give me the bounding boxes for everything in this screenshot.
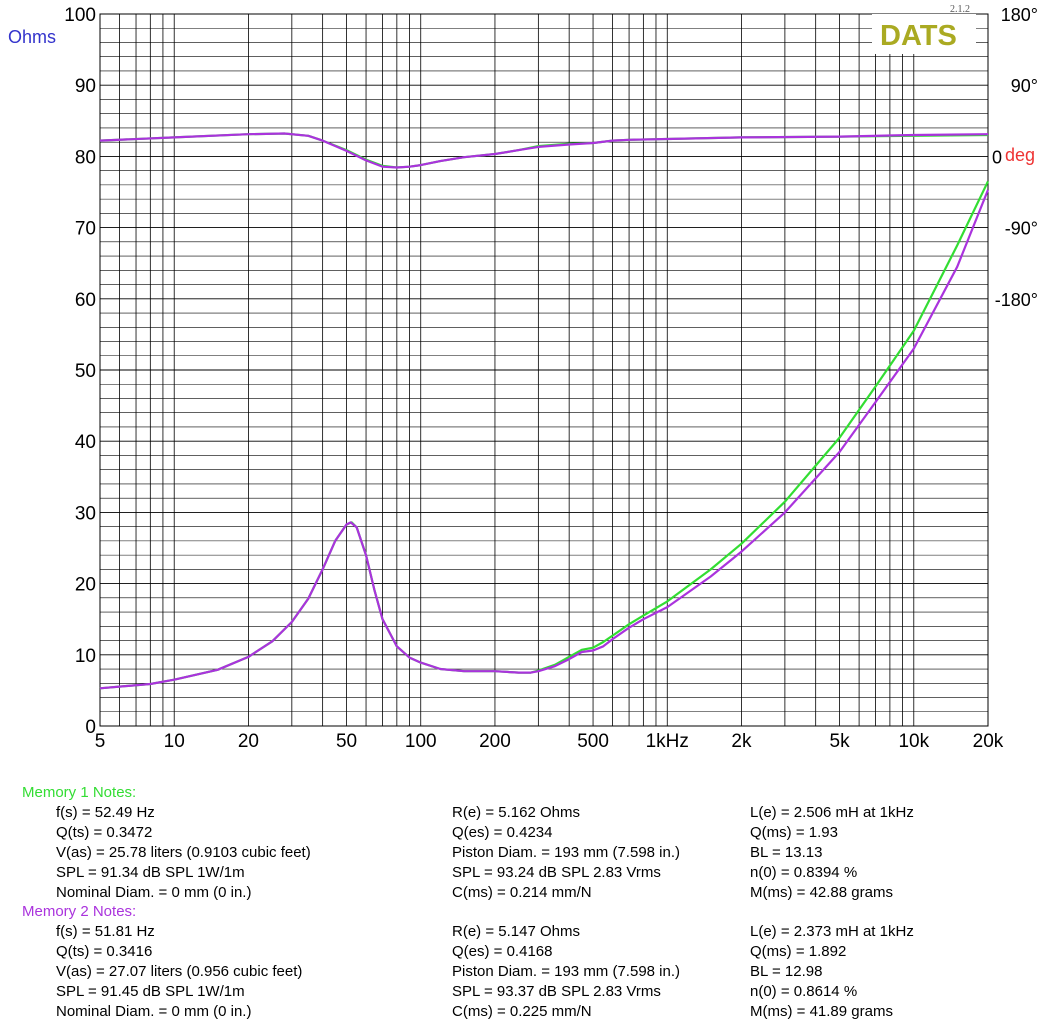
memory-1-phase-line — [99, 132, 989, 169]
notes-value: Piston Diam. = 193 mm (7.598 in.) — [452, 963, 681, 980]
notes-value: Nominal Diam. = 0 mm (0 in.) — [56, 1003, 252, 1020]
y-tick-label: 30 — [75, 503, 96, 524]
version-label: 2.1.2 — [950, 4, 970, 15]
y-tick-label: 70 — [75, 219, 96, 240]
notes-value: Q(es) = 0.4234 — [452, 824, 553, 841]
y-right-tick-label: -90° — [1005, 219, 1038, 239]
notes-value: Q(ts) = 0.3416 — [56, 943, 153, 960]
notes-value: L(e) = 2.373 mH at 1kHz — [750, 923, 914, 940]
x-tick-label: 50 — [336, 731, 357, 752]
driver-notes: Memory 1 Notes: f(s) = 52.49 Hz R(e) = 5.1… — [0, 784, 1048, 1027]
x-tick-label: 5 — [95, 731, 106, 752]
y-tick-label: 100 — [64, 5, 96, 26]
y-tick-label: 40 — [75, 432, 96, 453]
notes-value: Q(ts) = 0.3472 — [56, 824, 153, 841]
y-tick-label: 0 — [85, 717, 96, 738]
x-tick-label: 20k — [973, 731, 1004, 752]
x-tick-label: 10k — [898, 731, 929, 752]
notes-value: SPL = 93.24 dB SPL 2.83 Vrms — [452, 864, 661, 881]
y-tick-label: 10 — [75, 646, 96, 667]
y-tick-label: 90 — [75, 76, 96, 97]
chart-grid — [99, 13, 989, 727]
y-right-tick-label: 0 — [992, 147, 1002, 167]
brand-box — [872, 14, 976, 54]
y-right-tick-label: 90° — [1011, 76, 1038, 96]
memory-2-impedance-line — [99, 189, 990, 690]
x-axis: 5 10 20 50 100 200 500 1kHz 2k 5k 10k 20k — [95, 731, 1004, 752]
notes-value: C(ms) = 0.225 mm/N — [452, 1003, 592, 1020]
notes-value: V(as) = 27.07 liters (0.956 cubic feet) — [56, 963, 303, 980]
x-tick-label: 500 — [577, 731, 609, 752]
y-right-tick-label: -180° — [995, 290, 1038, 310]
x-tick-label: 10 — [164, 731, 185, 752]
notes-value: C(ms) = 0.214 mm/N — [452, 884, 592, 901]
x-tick-label: 1kHz — [646, 731, 689, 752]
notes-value: n(0) = 0.8394 % — [750, 864, 858, 881]
notes-value: M(ms) = 41.89 grams — [750, 1003, 893, 1020]
notes-value: f(s) = 51.81 Hz — [56, 923, 155, 940]
notes-value: SPL = 91.45 dB SPL 1W/1m — [56, 983, 245, 1000]
notes-value: L(e) = 2.506 mH at 1kHz — [750, 804, 914, 821]
notes-value: Q(es) = 0.4168 — [452, 943, 553, 960]
x-tick-label: 2k — [731, 731, 752, 752]
notes-value: n(0) = 0.8614 % — [750, 983, 858, 1000]
y-left-unit: Ohms — [8, 27, 56, 47]
y-right-unit: deg — [1005, 145, 1035, 165]
y-right-tick-label: 180° — [1001, 5, 1038, 25]
notes-value: SPL = 93.37 dB SPL 2.83 Vrms — [452, 983, 661, 1000]
notes-value: V(as) = 25.78 liters (0.9103 cubic feet) — [56, 844, 311, 861]
notes-value: Q(ms) = 1.892 — [750, 943, 847, 960]
notes-value: R(e) = 5.162 Ohms — [452, 804, 580, 821]
notes-value: R(e) = 5.147 Ohms — [452, 923, 580, 940]
x-tick-label: 100 — [405, 731, 437, 752]
y-tick-label: 60 — [75, 290, 96, 311]
notes-value: f(s) = 52.49 Hz — [56, 804, 155, 821]
y-tick-label: 20 — [75, 575, 96, 596]
x-tick-label: 20 — [238, 731, 259, 752]
y-tick-label: 80 — [75, 147, 96, 168]
chart-series — [99, 132, 990, 690]
notes-value: Q(ms) = 1.93 — [750, 824, 838, 841]
x-tick-label: 5k — [830, 731, 851, 752]
notes-header: Memory 1 Notes: — [22, 784, 137, 801]
notes-value: BL = 12.98 — [750, 963, 823, 980]
notes-header: Memory 2 Notes: — [22, 903, 137, 920]
notes-value: BL = 13.13 — [750, 844, 823, 861]
notes-value: Nominal Diam. = 0 mm (0 in.) — [56, 884, 252, 901]
y-tick-label: 50 — [75, 361, 96, 382]
brand-logo: DATS — [880, 20, 957, 52]
y-axis-right: 180° 90° 0 -90° -180° — [992, 5, 1038, 310]
memory-2-phase-line — [99, 132, 989, 169]
x-tick-label: 200 — [479, 731, 511, 752]
notes-value: Piston Diam. = 193 mm (7.598 in.) — [452, 844, 681, 861]
notes-value: SPL = 91.34 dB SPL 1W/1m — [56, 864, 245, 881]
notes-value: M(ms) = 42.88 grams — [750, 884, 893, 901]
